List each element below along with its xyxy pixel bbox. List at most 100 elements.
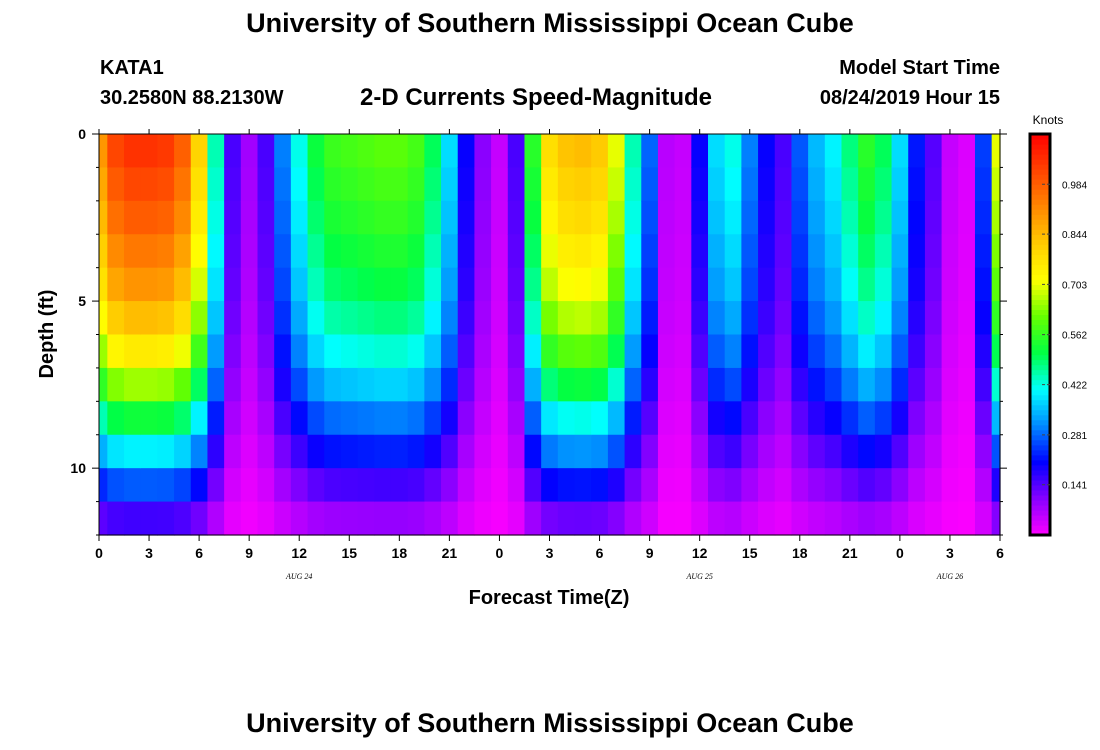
heatmap-cell: [607, 501, 626, 536]
heatmap-cell: [541, 434, 559, 469]
x-tick-label: 3: [546, 545, 554, 561]
heatmap-cell: [591, 167, 609, 202]
heatmap-cell: [474, 200, 492, 235]
heatmap-cell: [507, 301, 526, 336]
heatmap-cell: [424, 434, 442, 469]
heatmap-cell: [224, 501, 242, 536]
heatmap-cell: [140, 267, 158, 302]
heatmap-cell: [207, 367, 225, 402]
colorbar-segment: [1030, 219, 1050, 225]
heatmap-cell: [240, 401, 259, 436]
heatmap-cell: [99, 468, 108, 503]
colorbar-segment: [1030, 144, 1050, 150]
heatmap-cell: [207, 301, 225, 336]
heatmap-cell: [174, 167, 192, 202]
heatmap-cell: [741, 468, 759, 503]
heatmap-cell: [107, 267, 125, 302]
heatmap-cell: [99, 367, 108, 402]
heatmap-cell: [140, 334, 158, 369]
heatmap-cell: [808, 501, 826, 536]
x-tick-label: 3: [946, 545, 954, 561]
heatmap-cell: [340, 200, 359, 235]
heatmap-cell: [858, 134, 876, 169]
heatmap-cell: [474, 134, 492, 169]
heatmap-cell: [357, 267, 375, 302]
heatmap-cell: [824, 367, 843, 402]
heatmap-cell: [357, 200, 375, 235]
heatmap-cell: [424, 401, 442, 436]
heatmap-cell: [624, 167, 642, 202]
heatmap-cell: [491, 334, 509, 369]
heatmap-cell: [290, 468, 309, 503]
heatmap-cell: [874, 200, 893, 235]
heatmap-cell: [908, 200, 926, 235]
heatmap-cell: [841, 167, 859, 202]
heatmap-cell: [891, 501, 909, 536]
heatmap-cell: [274, 367, 292, 402]
heatmap-cell: [340, 301, 359, 336]
colorbar-segment: [1030, 239, 1050, 245]
heatmap-cell: [157, 267, 175, 302]
heatmap-cell: [240, 200, 259, 235]
heatmap-cell: [290, 267, 309, 302]
heatmap-cell: [591, 234, 609, 269]
heatmap-cell: [257, 134, 275, 169]
heatmap-cell: [858, 234, 876, 269]
heatmap-cell: [607, 468, 626, 503]
heatmap-cell: [190, 367, 209, 402]
heatmap-cell: [941, 200, 959, 235]
heatmap-cell: [474, 501, 492, 536]
heatmap-cell: [708, 468, 726, 503]
heatmap-cell: [741, 200, 759, 235]
heatmap-cell: [657, 234, 676, 269]
heatmap-cell: [791, 167, 809, 202]
heatmap-cell: [607, 234, 626, 269]
colorbar-segment: [1030, 384, 1050, 391]
heatmap-cell: [607, 301, 626, 336]
colorbar-tick-label: 0.984: [1062, 180, 1087, 191]
heatmap-cell: [891, 167, 909, 202]
heatmap-cell: [324, 334, 342, 369]
heatmap-cell: [941, 267, 959, 302]
heatmap-cell: [157, 234, 175, 269]
x-tick-label: 6: [596, 545, 604, 561]
heatmap-cell: [107, 134, 125, 169]
heatmap-cell: [824, 501, 843, 536]
heatmap-cell: [674, 468, 692, 503]
heatmap-cell: [340, 267, 359, 302]
heatmap-cell: [624, 301, 642, 336]
heatmap-cell: [758, 267, 776, 302]
heatmap-cell: [390, 468, 409, 503]
heatmap-cell: [441, 301, 459, 336]
heatmap-cell: [708, 234, 726, 269]
heatmap-cell: [858, 301, 876, 336]
heatmap-cell: [841, 134, 859, 169]
heatmap-cell: [858, 501, 876, 536]
x-tick-label: 18: [792, 545, 808, 561]
heatmap-cell: [340, 334, 359, 369]
colorbar-segment: [1030, 254, 1050, 260]
colorbar-segment: [1030, 259, 1050, 265]
heatmap-cell: [407, 334, 425, 369]
heatmap-cell: [357, 468, 375, 503]
heatmap-cell: [941, 334, 959, 369]
heatmap-cell: [107, 334, 125, 369]
heatmap-cell: [557, 167, 576, 202]
heatmap-cell: [324, 401, 342, 436]
heatmap-cell: [507, 468, 526, 503]
heatmap-cell: [424, 134, 442, 169]
heatmap-cell: [507, 367, 526, 402]
heatmap-cell: [924, 200, 943, 235]
heatmap-cell: [257, 468, 275, 503]
colorbar-segment: [1030, 409, 1050, 416]
heatmap-cell: [691, 200, 709, 235]
heatmap-cell: [491, 167, 509, 202]
heatmap-cell: [124, 167, 142, 202]
heatmap-cell: [491, 301, 509, 336]
colorbar-segment: [1030, 224, 1050, 230]
heatmap-cell: [657, 301, 676, 336]
heatmap-cell: [124, 468, 142, 503]
x-tick-label: 6: [996, 545, 1004, 561]
heatmap-cell: [541, 334, 559, 369]
heatmap-cell: [691, 367, 709, 402]
